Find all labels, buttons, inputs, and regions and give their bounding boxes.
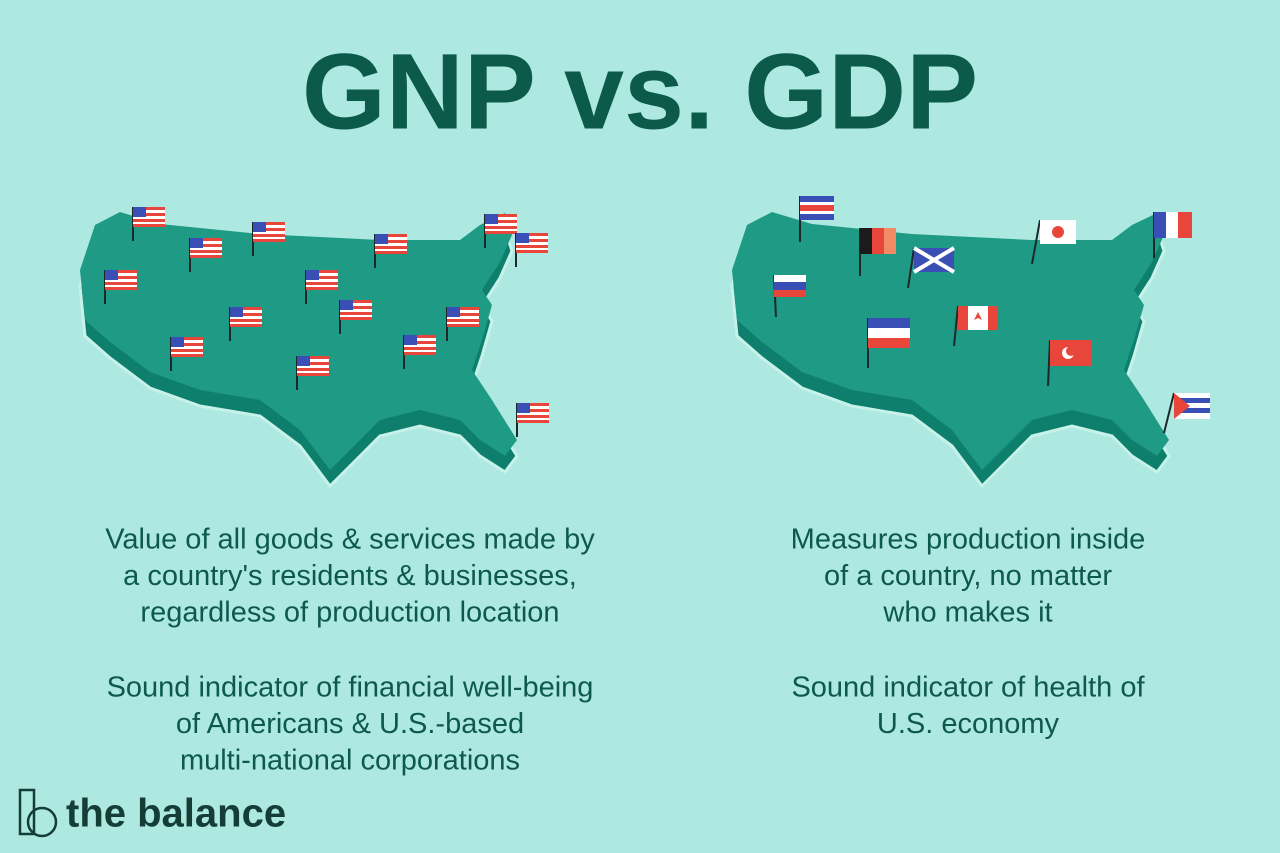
note-line: Sound indicator of financial well-being xyxy=(107,672,594,704)
gdp-map xyxy=(730,196,1210,488)
panel-texts: Value of all goods & services made by a c… xyxy=(105,524,1145,777)
brand: the balance xyxy=(66,792,286,836)
description-line: Value of all goods & services made by xyxy=(105,524,595,556)
note-line: U.S. economy xyxy=(877,708,1060,740)
description-line: a country's residents & businesses, xyxy=(123,560,577,592)
note-line: multi-national corporations xyxy=(180,745,520,777)
note-line: Sound indicator of health of xyxy=(791,672,1145,704)
brand-logo xyxy=(18,788,58,838)
description-line: Measures production inside xyxy=(791,524,1146,556)
description-line: of a country, no matter xyxy=(824,560,1112,592)
description-line: regardless of production location xyxy=(140,597,559,629)
note-line: of Americans & U.S.-based xyxy=(176,708,524,740)
title: GNP vs. GDP xyxy=(302,31,978,152)
description-line: who makes it xyxy=(882,597,1052,629)
gnp-map xyxy=(78,206,550,488)
